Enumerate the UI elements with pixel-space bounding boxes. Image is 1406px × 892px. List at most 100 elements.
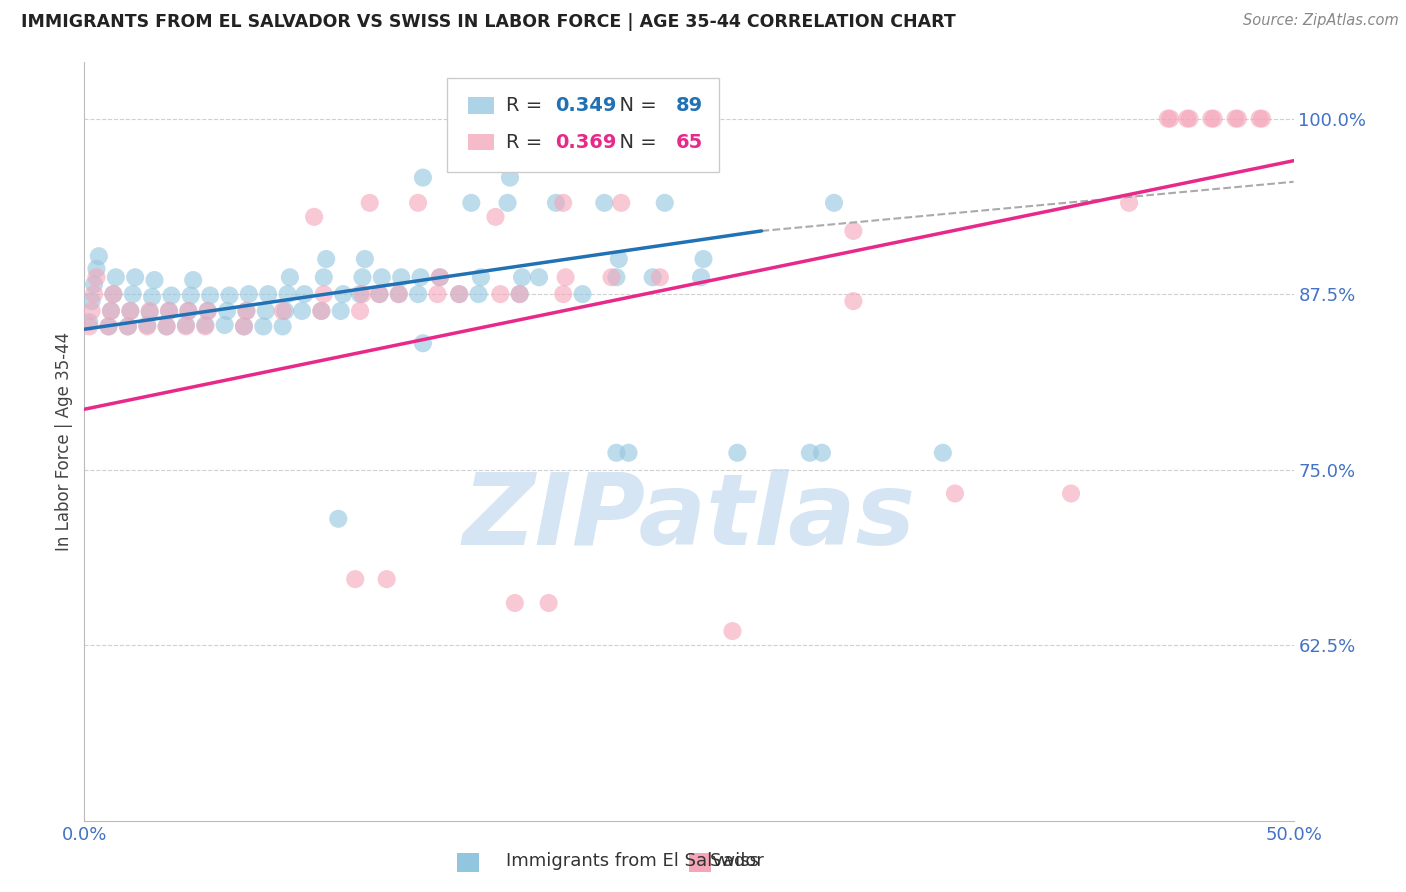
Point	[537, 596, 560, 610]
Point	[509, 287, 531, 301]
Point	[198, 288, 221, 302]
Point	[429, 270, 451, 285]
Point	[349, 304, 371, 318]
Point	[1225, 112, 1247, 126]
Point	[311, 304, 333, 318]
Point	[120, 304, 142, 318]
Point	[352, 287, 374, 301]
Point	[77, 319, 100, 334]
Point	[194, 318, 217, 332]
Point	[610, 195, 633, 210]
Y-axis label: In Labor Force | Age 35-44: In Labor Force | Age 35-44	[55, 332, 73, 551]
Point	[607, 252, 630, 266]
Point	[690, 270, 713, 285]
Point	[1226, 112, 1249, 126]
Point	[371, 270, 394, 285]
FancyBboxPatch shape	[468, 97, 495, 114]
Point	[103, 287, 125, 301]
Point	[136, 319, 159, 334]
Point	[86, 261, 108, 276]
Point	[97, 319, 120, 334]
Point	[368, 287, 391, 301]
Point	[328, 512, 350, 526]
Point	[117, 319, 139, 334]
Point	[389, 270, 412, 285]
Point	[86, 270, 108, 285]
Point	[449, 287, 471, 301]
Point	[238, 287, 260, 301]
Point	[527, 270, 550, 285]
Point	[329, 304, 352, 318]
Point	[121, 287, 143, 301]
Point	[294, 287, 316, 301]
Point	[117, 319, 139, 334]
Point	[692, 252, 714, 266]
Point	[271, 319, 294, 334]
Point	[332, 287, 354, 301]
Point	[799, 446, 821, 460]
Point	[87, 249, 110, 263]
Point	[120, 304, 142, 318]
Point	[177, 304, 200, 318]
Point	[943, 486, 966, 500]
Point	[311, 304, 333, 318]
Point	[312, 270, 335, 285]
Point	[641, 270, 664, 285]
Point	[460, 195, 482, 210]
Point	[1175, 112, 1198, 126]
Point	[174, 318, 197, 332]
Point	[214, 318, 236, 332]
Point	[291, 304, 314, 318]
Text: Source: ZipAtlas.com: Source: ZipAtlas.com	[1243, 13, 1399, 29]
Point	[553, 195, 575, 210]
Point	[181, 273, 204, 287]
Point	[194, 319, 217, 334]
Point	[160, 288, 183, 302]
Point	[254, 304, 277, 318]
Point	[721, 624, 744, 639]
Point	[83, 287, 105, 301]
Point	[141, 290, 163, 304]
Text: R =: R =	[506, 96, 548, 115]
Point	[654, 195, 676, 210]
Point	[932, 446, 955, 460]
Point	[278, 270, 301, 285]
Point	[1157, 112, 1180, 126]
Text: 65: 65	[676, 133, 703, 152]
Point	[600, 270, 623, 285]
Point	[1178, 112, 1201, 126]
Text: 0.349: 0.349	[555, 96, 616, 115]
Point	[197, 304, 219, 318]
Text: 89: 89	[676, 96, 703, 115]
Point	[648, 270, 671, 285]
Point	[354, 252, 377, 266]
Point	[484, 210, 506, 224]
Point	[406, 287, 429, 301]
Point	[174, 319, 197, 334]
Point	[449, 287, 471, 301]
Text: N =: N =	[607, 133, 662, 152]
Point	[155, 319, 177, 334]
Point	[80, 304, 103, 318]
Point	[429, 270, 451, 285]
Point	[177, 304, 200, 318]
Point	[1159, 112, 1181, 126]
Point	[143, 273, 166, 287]
Point	[274, 304, 297, 318]
Point	[124, 270, 146, 285]
Point	[571, 287, 593, 301]
Text: N =: N =	[607, 96, 662, 115]
Point	[349, 287, 371, 301]
Point	[1249, 112, 1271, 126]
Point	[136, 318, 159, 332]
Point	[375, 572, 398, 586]
Point	[412, 336, 434, 351]
Point	[315, 252, 337, 266]
Point	[412, 170, 434, 185]
Text: Swiss: Swiss	[710, 852, 761, 870]
Point	[617, 446, 640, 460]
Point	[388, 287, 411, 301]
Point	[103, 287, 125, 301]
Point	[138, 305, 160, 319]
Point	[509, 287, 531, 301]
